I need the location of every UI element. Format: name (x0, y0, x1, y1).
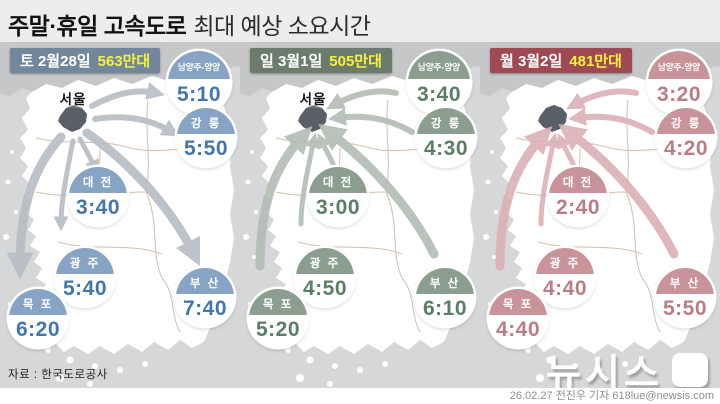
city-bubble-namyangju-yangyang: 남양주-양양 5:10 (168, 51, 230, 113)
panel-header-badge: 월 3월2일 481만대 (490, 48, 632, 73)
panel-day-label: 토 2월28일 (20, 53, 91, 70)
city-bubble-mokpo: 목 포 4:40 (489, 289, 547, 347)
data-source-label: 자료 : 한국도로공사 (8, 369, 108, 381)
panel-day-label: 일 3월1일 (260, 53, 323, 70)
city-bubble-namyangju-yangyang: 남양주-양양 3:40 (408, 51, 470, 113)
outbound-traffic-arrows (6, 82, 201, 280)
travel-time: 6:20 (15, 318, 61, 341)
travel-time: 3:40 (75, 196, 121, 219)
page-title-bold: 주말·휴일 고속도로 (8, 13, 187, 39)
city-bubble-namyangju-yangyang: 남양주-양양 3:20 (648, 51, 710, 113)
title-bar: 주말·휴일 고속도로 최대 예상 소요시간 (0, 0, 720, 42)
city-bubble-gangneung: 강 릉 5:50 (177, 108, 235, 166)
travel-time: 3:00 (315, 196, 361, 219)
panel-header-badge: 토 2월28일 563만대 (10, 48, 161, 73)
city-bubble-busan: 부 산 5:50 (656, 268, 714, 326)
travel-time: 5:50 (662, 297, 708, 320)
city-bubble-gangneung: 강 릉 4:20 (657, 108, 715, 166)
travel-time: 5:40 (62, 277, 108, 300)
panel-volume-label: 563만대 (97, 53, 151, 70)
city-bubble-gwangju: 광 주 4:40 (536, 248, 594, 306)
panel-day-label: 월 3월2일 (500, 53, 563, 70)
travel-time: 4:50 (302, 277, 348, 300)
panel-monday: 월 3월2일 481만대 남양주-양양 3:20 강 릉 4:20 대 전 2:… (480, 42, 720, 388)
city-bubble-daejeon: 대 전 2:40 (549, 167, 607, 225)
panel-header-badge: 일 3월1일 505만대 (250, 48, 392, 73)
inbound-traffic-arrows (255, 88, 439, 271)
travel-time: 4:30 (423, 137, 469, 160)
travel-time: 3:40 (416, 83, 462, 106)
city-bubble-busan: 부 산 7:40 (176, 268, 234, 326)
city-bubble-daejeon: 대 전 3:00 (309, 167, 367, 225)
travel-time: 5:20 (255, 318, 301, 341)
travel-time: 4:40 (495, 318, 541, 341)
city-bubble-gangneung: 강 릉 4:30 (417, 108, 475, 166)
travel-time: 4:40 (542, 277, 588, 300)
panel-volume-label: 481만대 (569, 53, 622, 70)
seoul-label: 서울 (59, 92, 87, 107)
travel-time: 4:20 (663, 137, 709, 160)
city-bubble-busan: 부 산 6:10 (416, 268, 474, 326)
travel-time: 5:10 (176, 83, 222, 106)
page-title: 주말·휴일 고속도로 최대 예상 소요시간 (8, 7, 371, 41)
panel-saturday: 토 2월28일 563만대 서울 남양주-양양 5:10 강 릉 5:50 대 … (0, 42, 240, 388)
forecast-panels: 토 2월28일 563만대 서울 남양주-양양 5:10 강 릉 5:50 대 … (0, 42, 720, 388)
travel-time: 6:10 (422, 297, 468, 320)
inbound-traffic-arrows (495, 88, 679, 271)
byline-credit: 26.02.27 전진우 기자 618lue@newsis.com (509, 390, 714, 402)
travel-time: 2:40 (555, 196, 601, 219)
newsis-logo-mark-icon (671, 352, 708, 387)
panel-volume-label: 505만대 (329, 53, 382, 70)
travel-time: 5:50 (183, 137, 229, 160)
city-bubble-daejeon: 대 전 3:40 (69, 167, 127, 225)
seoul-label: 서울 (299, 92, 327, 107)
footer-bar: 26.02.27 전진우 기자 618lue@newsis.com (0, 388, 720, 404)
page-title-regular: 최대 예상 소요시간 (193, 13, 371, 39)
travel-time: 3:20 (656, 83, 702, 106)
city-bubble-gwangju: 광 주 5:40 (56, 248, 114, 306)
city-bubble-gwangju: 광 주 4:50 (296, 248, 354, 306)
city-bubble-mokpo: 목 포 6:20 (9, 289, 67, 347)
city-bubble-mokpo: 목 포 5:20 (249, 289, 307, 347)
travel-time: 7:40 (182, 297, 228, 320)
panel-sunday: 일 3월1일 505만대 서울 남양주-양양 3:40 강 릉 4:30 대 전… (240, 42, 480, 388)
